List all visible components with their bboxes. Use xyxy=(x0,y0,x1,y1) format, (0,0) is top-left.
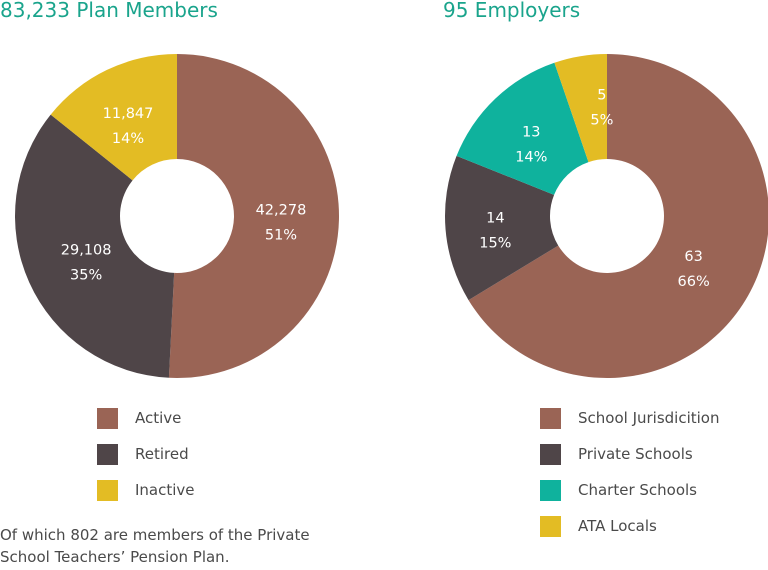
employers-title: 95 Employers xyxy=(443,0,581,22)
employers-legend: School Jurisdicition Private Schools Chart… xyxy=(540,400,719,544)
slice-percent-label-charter-schools: 14% xyxy=(515,150,547,166)
legend-swatch xyxy=(540,443,561,465)
legend-label: Charter Schools xyxy=(578,481,697,499)
legend-item-inactive: Inactive xyxy=(97,472,195,508)
employers-donut-chart: 63 66% 14 15% 13 14% 5 5% xyxy=(445,54,768,378)
slice-private-schools xyxy=(445,155,559,301)
legend-item-private-schools: Private Schools xyxy=(540,436,719,472)
slice-charter-schools xyxy=(456,62,589,195)
slice-percent-label-retired: 35% xyxy=(70,268,102,284)
slice-percent-label-active: 51% xyxy=(265,228,297,244)
legend-item-ata-locals: ATA Locals xyxy=(540,508,719,544)
legend-label: School Jurisdicition xyxy=(578,409,720,427)
legend-item-school-jurisdicition: School Jurisdicition xyxy=(540,400,719,436)
slice-value-label-school-jurisdicition: 63 xyxy=(684,249,702,265)
legend-label: Inactive xyxy=(135,481,195,499)
slice-active xyxy=(168,54,340,378)
slice-school-jurisdicition xyxy=(468,54,768,378)
legend-swatch xyxy=(540,407,561,429)
slice-value-label-private-schools: 14 xyxy=(486,211,504,227)
legend-swatch xyxy=(540,479,561,501)
legend-item-charter-schools: Charter Schools xyxy=(540,472,719,508)
slice-value-label-active: 42,278 xyxy=(256,203,307,219)
slice-percent-label-ata-locals: 5% xyxy=(590,112,613,128)
legend-item-active: Active xyxy=(97,400,195,436)
footnote: Of which 802 are members of the Private … xyxy=(0,526,310,566)
plan-members-title: 83,233 Plan Members xyxy=(0,0,218,22)
slice-value-label-inactive: 11,847 xyxy=(103,106,154,122)
legend-label: Retired xyxy=(135,445,189,463)
slice-ata-locals xyxy=(554,54,607,163)
legend-label: Private Schools xyxy=(578,445,693,463)
slice-percent-label-inactive: 14% xyxy=(112,131,144,147)
slice-value-label-charter-schools: 13 xyxy=(522,125,540,141)
slice-inactive xyxy=(50,54,178,181)
slice-value-label-ata-locals: 5 xyxy=(597,87,606,103)
slice-percent-label-private-schools: 15% xyxy=(479,236,511,252)
plan-members-legend: Active Retired Inactive xyxy=(97,400,195,508)
slice-value-label-retired: 29,108 xyxy=(61,243,112,259)
plan-members-donut-chart: 42,278 51% 29,108 35% 11,847 14% xyxy=(14,54,340,378)
legend-item-retired: Retired xyxy=(97,436,195,472)
legend-swatch xyxy=(540,515,561,537)
legend-swatch xyxy=(97,479,118,501)
legend-swatch xyxy=(97,407,118,429)
legend-label: ATA Locals xyxy=(578,517,657,535)
slice-percent-label-school-jurisdicition: 66% xyxy=(678,274,710,290)
legend-label: Active xyxy=(135,409,182,427)
slice-retired xyxy=(14,114,175,378)
legend-swatch xyxy=(97,443,118,465)
